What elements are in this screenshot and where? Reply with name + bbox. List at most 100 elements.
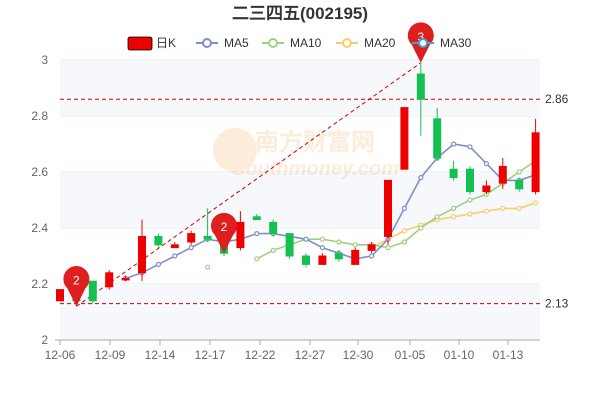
x-tick-label: 12-09 [95,348,126,362]
ma10-line [256,160,537,260]
trend-line [76,62,422,307]
ma10-point [467,197,473,203]
ma20-point [401,228,407,234]
watermark: 南方财富网 Southmoney.com [213,128,399,180]
candle [449,160,458,181]
ma5-line [125,143,536,280]
candle-body [88,280,97,302]
chart-title: 二三四五(002195) [232,4,368,23]
legend-item[interactable]: 日K [127,36,176,51]
ma10-point [418,225,424,231]
candle [433,107,442,161]
legend[interactable]: 日K MA5 MA10 MA20 MA30 [127,36,472,51]
candle [515,177,524,192]
candle [285,233,294,259]
candle-body [56,289,64,302]
y-tick-label: 3 [41,53,48,67]
ma10-point [401,239,407,245]
marker-label: 3 [417,30,424,44]
watermark-cn: 南方财富网 [255,128,375,156]
candle-body [318,255,327,265]
candle-body [269,221,278,235]
candle [498,158,507,189]
ma10-point [319,236,325,242]
candle-legend-icon [127,36,153,51]
grid-band [60,60,540,116]
ma20-point [516,205,522,211]
candle-body [105,272,114,288]
candle [482,180,491,195]
x-tick-label: 01-05 [395,348,426,362]
legend-label: MA10 [290,36,322,50]
legend-label: MA20 [364,36,396,50]
line-legend-marker-icon [418,38,428,48]
marker-label: 2 [221,220,228,234]
candle-body [515,179,524,190]
candle [203,208,212,242]
grid [60,59,540,341]
legend-item[interactable]: MA30 [412,36,472,50]
candle [138,219,146,282]
candle-body [531,132,540,193]
x-tick-label: 01-10 [444,348,475,362]
candle-body [416,73,425,100]
candle-body [252,216,261,221]
candle [269,219,278,237]
candle-body [400,107,409,170]
legend-item[interactable]: MA10 [262,36,322,50]
reference-lines: 2.86 2.13 [60,92,569,311]
candle-body [498,165,507,184]
marker-pin: 2 [211,212,237,254]
candle-body [466,168,474,193]
y-tick-label: 2.6 [31,165,48,179]
legend-item[interactable]: MA20 [336,36,396,50]
candle [416,62,425,136]
candle [252,214,261,221]
candle-body [433,118,442,159]
candle [531,118,540,195]
y-tick-label: 2 [41,333,48,347]
candle [302,253,310,268]
ref-line-label: 2.86 [545,92,569,106]
candle-body [187,233,196,243]
x-tick-label: 12-17 [195,348,226,362]
ma5-point [451,141,457,147]
candle [318,253,327,265]
y-tick-label: 2.8 [31,109,48,123]
candle-body [154,235,163,246]
ref-line-label: 2.13 [545,297,569,311]
candle-body [384,179,392,237]
marker-label: 2 [73,273,80,287]
candle [56,289,64,302]
candle-body [482,185,491,193]
ma10-point [254,256,260,262]
candle-body [203,235,212,240]
x-tick-label: 12-30 [343,348,374,362]
ma20-point [483,208,489,214]
candle-body [334,252,343,260]
ma20-point [467,211,473,217]
ma20-point [500,205,506,211]
x-tick-label: 12-14 [145,348,176,362]
watermark-en: Southmoney.com [232,158,399,180]
marker-pin: 2 [63,266,90,307]
legend-item[interactable]: MA5 [196,36,249,50]
ma20-point [451,214,457,220]
candle [88,280,97,304]
line-legend-marker-icon [268,38,278,48]
x-tick-label: 12-22 [245,348,276,362]
ma5-point [418,175,424,181]
legend-label: MA5 [224,36,249,50]
ma10-point [352,242,358,248]
marker-pin-shape [211,212,237,254]
ma10-point [205,264,211,270]
candle-body [170,244,179,249]
ma5-point [369,253,375,259]
trend-line-segment [76,62,422,307]
line-legend-marker-icon [342,38,352,48]
candle-body [236,221,245,249]
ma10-point [434,214,440,220]
watermark-logo-icon [213,128,257,172]
